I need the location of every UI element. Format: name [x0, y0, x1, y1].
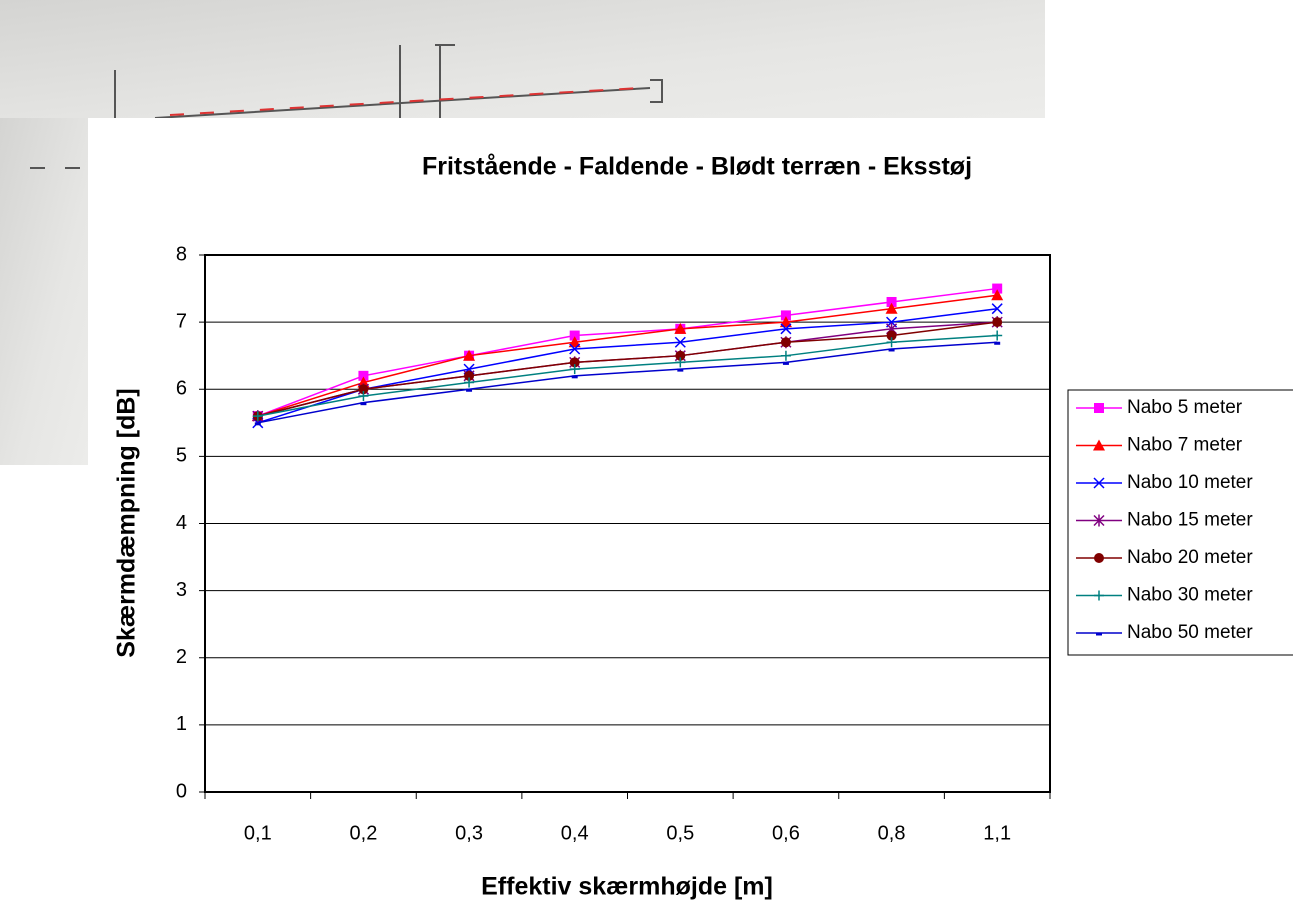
x-tick-label: 0,6 — [772, 822, 800, 844]
marker — [780, 350, 791, 361]
legend-label: Nabo 15 meter — [1127, 510, 1253, 531]
marker — [464, 370, 475, 381]
legend-label: Nabo 5 meter — [1127, 397, 1243, 418]
series-line — [257, 294, 998, 417]
marker — [252, 411, 263, 422]
marker — [991, 303, 1003, 315]
series-line — [257, 334, 998, 417]
legend-label: Nabo 50 meter — [1127, 622, 1253, 643]
y-tick-label: 5 — [176, 445, 187, 467]
legend-label: Nabo 10 meter — [1127, 472, 1253, 493]
marker — [358, 390, 369, 401]
marker — [1094, 553, 1104, 563]
marker — [886, 330, 897, 341]
series-line — [257, 341, 998, 424]
marker — [675, 357, 686, 368]
x-tick-label: 0,4 — [561, 822, 589, 844]
marker — [358, 370, 369, 381]
marker — [780, 323, 792, 335]
y-tick-label: 6 — [176, 378, 187, 400]
y-axis-title: Skærmdæmpning [dB] — [113, 388, 141, 657]
marker — [886, 337, 897, 348]
legend-label: Nabo 7 meter — [1127, 435, 1243, 456]
marker — [674, 336, 686, 348]
marker — [675, 350, 686, 361]
marker — [1094, 403, 1104, 413]
marker — [358, 384, 369, 395]
y-tick-label: 1 — [176, 713, 187, 735]
y-tick-label: 0 — [176, 780, 187, 802]
marker — [568, 336, 581, 348]
marker — [569, 357, 580, 368]
y-tick-label: 7 — [176, 310, 187, 332]
marker — [1094, 590, 1104, 601]
marker — [1093, 477, 1105, 489]
marker — [991, 289, 1004, 301]
legend-label: Nabo 30 meter — [1127, 585, 1253, 606]
marker — [780, 310, 791, 321]
x-tick-label: 0,3 — [455, 822, 483, 844]
y-tick-label: 4 — [176, 512, 187, 534]
chart-title: Fritstående - Faldende - Blødt terræn - … — [422, 153, 972, 181]
background-photo — [0, 0, 1045, 465]
marker — [1093, 514, 1105, 527]
x-tick-label: 0,8 — [878, 822, 906, 844]
series-line — [257, 287, 998, 417]
legend-label: Nabo 20 meter — [1127, 547, 1253, 568]
x-tick-label: 0,1 — [244, 822, 272, 844]
marker — [780, 337, 791, 348]
legend-box — [1067, 389, 1293, 656]
x-tick-label: 1,1 — [983, 822, 1011, 844]
plot-border — [204, 254, 1051, 793]
x-tick-label: 0,5 — [666, 822, 694, 844]
series-line — [257, 321, 998, 417]
marker — [992, 283, 1003, 294]
marker — [779, 316, 792, 328]
series-line — [257, 307, 998, 424]
marker — [569, 364, 580, 375]
marker — [885, 302, 898, 314]
marker — [992, 330, 1003, 341]
x-axis-title: Effektiv skærmhøjde [m] — [481, 873, 773, 901]
marker — [992, 317, 1003, 328]
marker — [569, 330, 580, 341]
marker — [569, 343, 581, 355]
y-tick-label: 2 — [176, 646, 187, 668]
x-tick-label: 0,2 — [350, 822, 378, 844]
marker — [674, 322, 687, 334]
marker — [357, 376, 370, 388]
marker — [1093, 439, 1105, 451]
y-tick-label: 8 — [176, 243, 187, 265]
y-tick-label: 3 — [176, 579, 187, 601]
marker — [464, 377, 475, 388]
marker — [886, 296, 897, 307]
marker — [463, 349, 476, 361]
